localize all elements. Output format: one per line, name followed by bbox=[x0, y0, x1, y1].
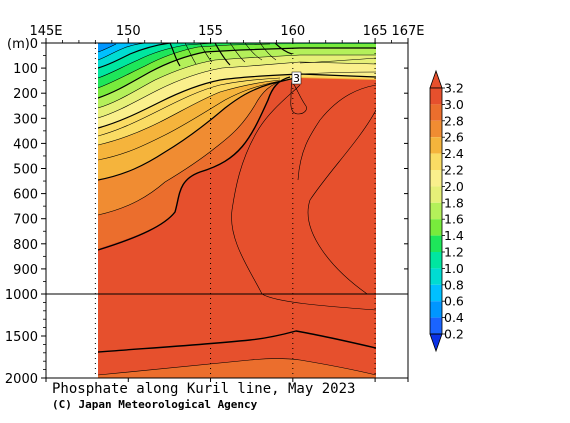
colorbar-segment bbox=[430, 268, 442, 285]
y-tick-label: 600 bbox=[13, 188, 38, 203]
chart-title: Phosphate along Kuril line, May 2023 bbox=[52, 381, 355, 397]
x-axis: 145E 150 155 160 165 167E bbox=[29, 24, 425, 382]
y-tick-label: 200 bbox=[13, 87, 38, 102]
y-tick-label: 300 bbox=[13, 112, 38, 127]
colorbar-label: 1.8 bbox=[444, 195, 464, 210]
x-tick-label: 155 bbox=[198, 24, 223, 39]
band-2.8-lower bbox=[98, 358, 376, 378]
lower-panel-fill bbox=[98, 294, 376, 378]
colorbar-label: 1.2 bbox=[444, 245, 464, 260]
x-tick-label: 165 bbox=[363, 24, 388, 39]
colorbar-segment bbox=[430, 186, 442, 203]
colorbar-label: 0.4 bbox=[444, 310, 464, 325]
y-tick-label: 1000 bbox=[5, 288, 38, 303]
colorbar-label: 0.2 bbox=[444, 327, 464, 342]
band-1.4 bbox=[98, 43, 376, 98]
colorbar-segment bbox=[430, 170, 442, 187]
colorbar: 0.2 0.40.6 0.81.01.2 1.41.6 1.82.02.2 2.42.6 2… bbox=[429, 69, 464, 353]
y-tick-label: 800 bbox=[13, 238, 38, 253]
colorbar-segment bbox=[430, 153, 442, 170]
colorbar-label: 2.4 bbox=[444, 146, 464, 161]
colorbar-segment bbox=[430, 137, 442, 154]
colorbar-segment bbox=[430, 284, 442, 302]
colorbar-label: 3.2 bbox=[444, 81, 464, 96]
colorbar-segment bbox=[430, 120, 442, 138]
colorbar-segment bbox=[430, 88, 442, 105]
x-tick-label: 145E bbox=[29, 24, 62, 39]
colorbar-label: 2.6 bbox=[444, 130, 464, 145]
x-tick-label: 150 bbox=[116, 24, 141, 39]
y-tick-label-zero: 0 bbox=[30, 37, 38, 52]
chart-credit: (C) Japan Meteorological Agency bbox=[52, 398, 258, 411]
y-tick-label: 100 bbox=[13, 62, 38, 77]
colorbar-frame bbox=[429, 87, 443, 335]
station-lines bbox=[94, 43, 376, 378]
colorbar-label: 0.8 bbox=[444, 277, 464, 292]
x-tick-label: 160 bbox=[280, 24, 305, 39]
upper-panel-fill bbox=[98, 43, 376, 294]
colorbar-segment bbox=[430, 317, 442, 334]
colorbar-label: 2.8 bbox=[444, 113, 464, 128]
colorbar-label: 1.6 bbox=[444, 212, 464, 227]
lower-contour-lines bbox=[98, 294, 376, 376]
colorbar-segment bbox=[430, 104, 442, 121]
colorbar-segment bbox=[430, 202, 442, 220]
y-tick-label: 2000 bbox=[5, 372, 38, 387]
colorbar-label: 2.0 bbox=[444, 179, 464, 194]
svg-text:3: 3 bbox=[293, 72, 300, 85]
y-tick-label: 700 bbox=[13, 213, 38, 228]
colorbar-segment bbox=[430, 301, 442, 318]
y-axis: 100 200 300 400 500 600 700 800 900 1000 0 1500 2000 bbox=[5, 37, 408, 387]
y-tick-label: 1500 bbox=[5, 330, 38, 345]
band-0.6 bbox=[98, 43, 150, 60]
upper-contour-lines bbox=[98, 43, 376, 294]
y-tick-label: 900 bbox=[13, 263, 38, 278]
colorbar-bottom-triangle bbox=[429, 333, 443, 353]
band-1.2 bbox=[98, 43, 376, 88]
colorbar-label: 2.2 bbox=[444, 163, 464, 178]
colorbar-segment bbox=[430, 252, 442, 269]
colorbar-segment bbox=[430, 219, 442, 236]
y-tick-label: 400 bbox=[13, 137, 38, 152]
colorbar-label: 0.6 bbox=[444, 294, 464, 309]
colorbar-top-triangle bbox=[429, 69, 443, 89]
colorbar-label: 1.4 bbox=[444, 228, 464, 243]
colorbar-label: 1.0 bbox=[444, 261, 464, 276]
contour-label-3: 3 bbox=[291, 71, 302, 85]
y-tick-label: 500 bbox=[13, 163, 38, 178]
colorbar-segment bbox=[430, 235, 442, 252]
colorbar-label: 3.0 bbox=[444, 97, 464, 112]
depth-unit-label: (m) bbox=[7, 37, 30, 52]
x-tick-label: 167E bbox=[391, 24, 424, 39]
